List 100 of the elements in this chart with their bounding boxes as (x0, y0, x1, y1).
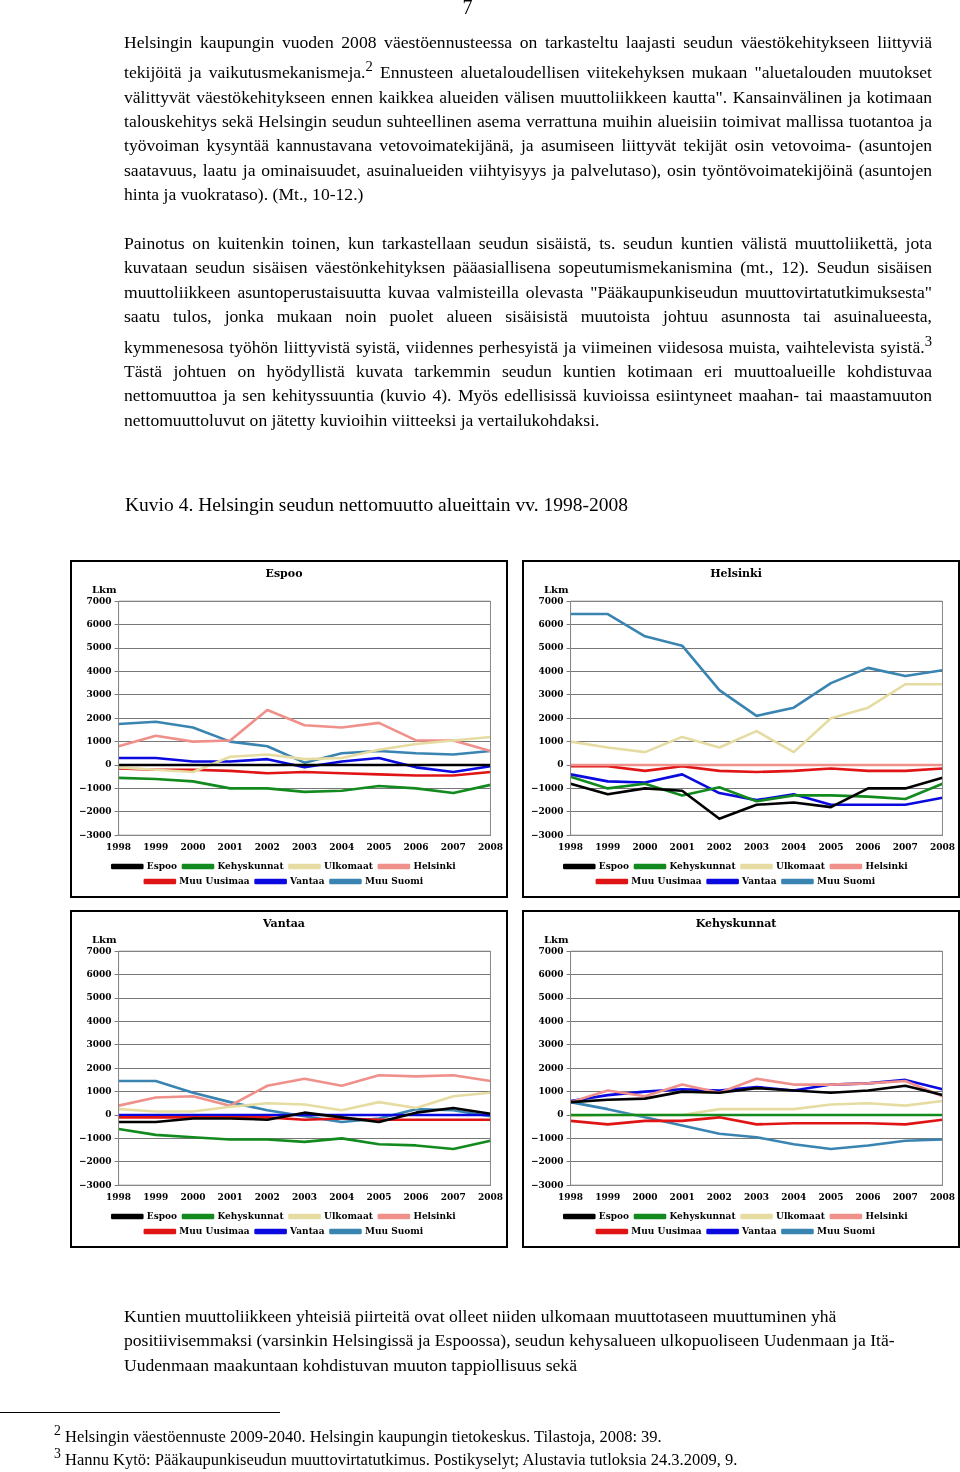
y-tick-label: 6000 (86, 618, 112, 629)
y-tick-label: 3000 (86, 1039, 112, 1050)
y-tick-label: 0 (557, 1109, 564, 1120)
legend-label: Kehyskunnat (669, 1210, 737, 1221)
x-tick-label: 1999 (595, 1191, 621, 1202)
legend-label: Helsinki (413, 1210, 457, 1221)
x-tick-label: 2007 (440, 1191, 466, 1202)
x-tick-label: 1998 (106, 841, 132, 852)
y-tick-label: 0 (105, 759, 112, 770)
x-tick-label: 2005 (366, 841, 392, 852)
legend-label: Vantaa (741, 875, 777, 886)
y-tick-label: −3000 (531, 1179, 564, 1190)
legend-label: Ulkomaat (776, 860, 826, 871)
y-tick-label: −3000 (531, 829, 564, 840)
x-tick-label: 2008 (477, 1191, 504, 1202)
legend-label: Helsinki (413, 860, 457, 871)
x-tick-label: 2007 (440, 841, 466, 852)
y-tick-label: 4000 (538, 1015, 564, 1026)
x-tick-label: 2004 (781, 841, 807, 852)
legend-label: Vantaa (289, 875, 325, 886)
y-tick-label: −1000 (531, 782, 564, 793)
x-tick-label: 2003 (292, 1191, 318, 1202)
chart-title: Vantaa (262, 917, 305, 931)
y-tick-label: −1000 (79, 1132, 112, 1143)
x-tick-label: 2007 (892, 1191, 918, 1202)
x-tick-label: 2004 (329, 1191, 355, 1202)
legend-label: Vantaa (741, 1225, 777, 1236)
legend-label: Ulkomaat (324, 860, 374, 871)
y-tick-label: 4000 (538, 665, 564, 676)
x-tick-label: 2001 (669, 841, 695, 852)
legend-label: Muu Uusimaa (179, 1225, 250, 1236)
x-tick-label: 2008 (477, 841, 504, 852)
y-axis-title: Lkm (92, 583, 117, 595)
legend-label: Espoo (146, 1210, 178, 1221)
x-tick-label: 2001 (217, 841, 243, 852)
y-axis-title: Lkm (544, 583, 569, 595)
legend-label: Muu Suomi (816, 875, 876, 886)
legend-label: Helsinki (865, 1210, 909, 1221)
y-tick-label: 5000 (86, 642, 112, 653)
legend-label: Vantaa (289, 1225, 325, 1236)
x-tick-label: 2005 (818, 1191, 844, 1202)
legend-label: Ulkomaat (776, 1210, 826, 1221)
text: $^{2}$ Helsingin väestöennuste 2009-2040. Helsingin kaupungin tietokeskus. Tilastoja, 2008: 39. (54, 1422, 662, 1447)
x-tick-label: 2008 (929, 841, 956, 852)
x-tick-label: 1998 (558, 1191, 584, 1202)
legend-label: Espoo (598, 860, 630, 871)
x-tick-label: 2005 (366, 1191, 392, 1202)
x-tick-label: 2003 (744, 841, 770, 852)
y-tick-label: 7000 (86, 945, 112, 956)
x-tick-label: 2000 (180, 1191, 206, 1202)
y-tick-label: 0 (105, 1109, 112, 1120)
y-tick-label: 7000 (538, 595, 564, 606)
y-tick-label: 5000 (538, 992, 564, 1003)
x-tick-label: 2002 (254, 1191, 280, 1202)
x-tick-label: 2000 (180, 841, 206, 852)
x-tick-label: 2000 (632, 1191, 658, 1202)
legend-label: Muu Suomi (816, 1225, 876, 1236)
legend-label: Muu Uusimaa (631, 1225, 702, 1236)
y-tick-label: 6000 (538, 618, 564, 629)
y-tick-label: 4000 (86, 1015, 112, 1026)
y-tick-label: 5000 (86, 992, 112, 1003)
y-tick-label: −1000 (531, 1132, 564, 1143)
text: Kuvio 4. Helsingin seudun nettomuutto alueittain vv. 1998-2008 (125, 494, 628, 516)
y-tick-label: 3000 (86, 689, 112, 700)
legend-label: Kehyskunnat (217, 860, 285, 871)
legend-label: Espoo (598, 1210, 630, 1221)
x-tick-label: 2002 (254, 841, 280, 852)
y-tick-label: 4000 (86, 665, 112, 676)
text: Painotus on kuitenkin toinen, kun tarkastellaan seudun sisäistä, ts. seudun kuntien välistä muuttoliikettä, jota kuvataan seudun sisäisen väestönkehityksen pääasiallisena sopeutumismekanismina (mt., 12). Seudun sisäisen muuttoliikkeen asuntoperustaisuutta kuvaa valmisteilla olevasta "Pääkaupunkiseudun muuttovirtatutkimuksesta" saatu tulos, jonka mukaan noin puolet alueen sisäisistä muutoista johtuu asunnosta tai asuinalueesta, kymmenesosa työhön liittyvistä syistä, viidennes perhesyistä ja viimeinen viidesosa muista, vaihtelevista syistä.$^{3}$ Tästä johtuen on hyödyllistä kuvata tarkemmin seudun kuntien kotimaan eri muuttoalueille kohdistuvaa nettomuuttoa ja sen kehityssuuntia (kuvio 4). Myös edellisissä kuvioissa esiintyneet maahan- tai maastamuuton nettomuuttoluvut on jätetty kuvioihin viitteeksi ja vertailukohdaksi. (124, 233, 932, 430)
x-tick-label: 1998 (106, 1191, 132, 1202)
y-tick-label: 2000 (86, 712, 112, 723)
legend-label: Muu Uusimaa (179, 875, 250, 886)
x-tick-label: 1999 (143, 1191, 169, 1202)
x-tick-label: 2001 (669, 1191, 695, 1202)
y-tick-label: 7000 (86, 595, 112, 606)
y-tick-label: 3000 (538, 1039, 564, 1050)
x-tick-label: 1999 (143, 841, 169, 852)
legend-label: Helsinki (865, 860, 909, 871)
y-tick-label: −1000 (79, 782, 112, 793)
legend-label: Kehyskunnat (669, 860, 737, 871)
y-tick-label: 6000 (86, 968, 112, 979)
chart-title: Helsinki (710, 567, 762, 581)
chart-title: Espoo (265, 567, 303, 581)
y-axis-title: Lkm (92, 933, 117, 945)
y-tick-label: 1000 (538, 1085, 564, 1096)
x-tick-label: 2006 (403, 841, 429, 852)
legend-label: Muu Suomi (364, 1225, 424, 1236)
x-tick-label: 2007 (892, 841, 918, 852)
x-tick-label: 2006 (855, 841, 881, 852)
y-tick-label: 1000 (86, 735, 112, 746)
y-tick-label: 7000 (538, 945, 564, 956)
legend-label: Kehyskunnat (217, 1210, 285, 1221)
legend-label: Espoo (146, 860, 178, 871)
text: Kuntien muuttoliikkeen yhteisiä piirteitä ovat olleet niiden ulkomaan muuttotaseen muuttuminen yhä positiivisemmaksi (varsinkin Helsingissä ja Espoossa), seudun kehysalueen ulkopuoliseen Uudenmaan ja Itä-Uudenmaan maakuntaan kohdistuvan muuton tappiollisuus sekä (124, 1305, 896, 1377)
chart-title: Kehyskunnat (695, 917, 778, 931)
x-tick-label: 2004 (329, 841, 355, 852)
text: 7 (461, 0, 474, 19)
y-tick-label: −2000 (79, 1156, 112, 1167)
y-tick-label: 6000 (538, 968, 564, 979)
text: Helsingin kaupungin vuoden 2008 väestöennusteessa on tarkasteltu laajasti seudun väestökehitykseen liittyviä tekijöitä ja vaikutusmekanismeja.$^{2}$ Ennusteen aluetaloudellisen viitekehyksen mukaan "aluetalouden muutokset välittyvät väestökehitykseen ennen kaikkea alueiden välisen muuttoliikkeen kautta". Kansainvälinen ja kotimaan talouskehitys sekä Helsingin seudun suhteellinen asema verrattuna muihin alueisiin toimivat mallissa tuotantoa ja työvoiman kysyntää kannustavana vetovoimatekijänä, ja asumiseen liittyvät tekijät osin vetovoima- (asuntojen saatavuus, laatu ja ominaisuudet, asuinalueiden viihtyisyys ja palvelutaso), osin työntövoimatekijöinä (asuntojen hinta ja vuokrataso). (Mt., 10-12.) (124, 32, 932, 205)
